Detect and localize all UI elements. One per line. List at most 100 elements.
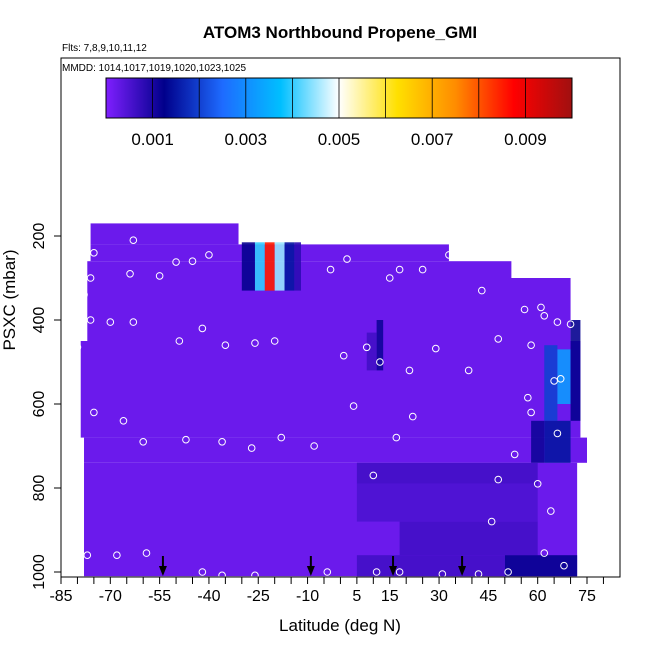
sample-point: [221, 341, 230, 350]
sample-point: [119, 417, 128, 425]
x-axis-label: Latitude (deg N): [279, 616, 401, 635]
sample-points: [73, 236, 608, 577]
coverage-cell: [84, 437, 587, 463]
colorbar-tick-label: 0.005: [318, 130, 361, 149]
heatmap-cell: [544, 420, 571, 463]
y-tick-label: 800: [31, 475, 48, 502]
sample-point: [139, 438, 147, 446]
sample-point: [540, 549, 549, 557]
sample-point: [126, 270, 134, 278]
colorbar-ticks: 0.001 0.003 0.005 0.007 0.009: [131, 78, 547, 149]
sample-point: [218, 571, 226, 577]
sample-point: [478, 286, 486, 295]
sample-point: [343, 255, 351, 263]
arrow-head: [458, 566, 467, 576]
arrows-layer: [158, 556, 467, 576]
x-tick-label: -70: [99, 588, 122, 605]
heatmap-cell: [284, 242, 295, 291]
heatmap-cell: [356, 462, 538, 484]
sample-point: [218, 438, 226, 446]
heatmap-cell: [356, 483, 538, 522]
sample-point: [129, 318, 138, 326]
sample-point: [172, 258, 180, 266]
sample-point: [392, 433, 401, 442]
x-tick-label: 75: [578, 588, 596, 605]
heatmap-cell: [241, 242, 255, 291]
sample-point: [129, 236, 138, 244]
sample-point: [376, 358, 384, 366]
heatmap-cell: [274, 242, 285, 291]
y-tick-label: 600: [31, 391, 48, 418]
sample-point: [175, 337, 184, 345]
sample-point: [550, 377, 558, 385]
y-axis-label: PSXC (mbar): [0, 249, 19, 350]
sample-point: [113, 551, 121, 560]
chart-title: ATOM3 Northbound Propene_GMI: [203, 23, 477, 42]
sample-point: [277, 433, 286, 442]
feature-layer: [241, 242, 581, 577]
sample-point: [540, 312, 549, 320]
x-tick-label: 5: [352, 588, 361, 605]
heatmap-cell: [399, 521, 538, 556]
x-tick-label: 15: [381, 588, 399, 605]
down-arrow: [458, 556, 467, 576]
sample-point: [326, 265, 335, 274]
sample-point: [395, 265, 404, 274]
x-tick-label: -85: [49, 588, 72, 605]
sample-point: [524, 393, 532, 402]
sample-point: [547, 507, 555, 515]
x-tick-label: -25: [247, 588, 270, 605]
sample-point: [464, 366, 473, 375]
arrow-head: [158, 566, 167, 576]
sample-point: [438, 570, 447, 577]
sample-point: [155, 272, 164, 280]
x-tick-label: 45: [479, 588, 497, 605]
x-tick-label: -10: [296, 588, 319, 605]
sample-point: [247, 444, 256, 452]
sample-point: [556, 375, 565, 383]
sample-point: [86, 316, 95, 324]
heatmap-cell: [531, 420, 545, 463]
sample-point: [142, 549, 151, 557]
dates-label: MMDD: 1014,1017,1019,1020,1023,1025: [62, 63, 246, 74]
colorbar-tick-label: 0.003: [225, 130, 268, 149]
colorbar-tick-label: 0.009: [504, 130, 547, 149]
sample-point: [553, 429, 562, 438]
flights-label: Flts: 7,8,9,10,11,12: [62, 43, 147, 54]
sample-point: [405, 366, 414, 375]
sample-point: [560, 561, 568, 570]
sample-point: [494, 475, 503, 484]
y-axis: 200 400 600 800 1000: [31, 223, 61, 590]
x-tick-label: 30: [430, 588, 448, 605]
plot-area: [73, 223, 608, 577]
heatmap-cell: [504, 555, 578, 577]
heatmap-cell: [544, 345, 558, 421]
heatmap-cell: [264, 242, 275, 291]
sample-point: [205, 251, 213, 259]
heatmap-cell: [557, 349, 571, 404]
heatmap-cell: [570, 320, 581, 421]
sample-point: [593, 429, 601, 438]
heatmap-cell: [254, 242, 265, 291]
arrow-head: [306, 566, 315, 576]
x-axis: -85 -70 -55 -40 -25 -10 5 15 30 45 60 75: [49, 577, 604, 605]
sample-point: [573, 299, 581, 308]
sample-point: [408, 412, 417, 421]
sample-point: [533, 480, 542, 488]
arrow-head: [389, 566, 398, 576]
sample-point: [339, 351, 348, 360]
y-tick-label: 200: [31, 223, 48, 250]
sample-point: [83, 551, 92, 560]
sample-point: [251, 339, 259, 347]
sample-point: [106, 318, 115, 326]
sample-point: [566, 320, 575, 329]
colorbar-tick-label: 0.007: [411, 130, 454, 149]
sample-point: [553, 318, 562, 326]
sample-point: [431, 344, 440, 353]
coverage-cell: [90, 223, 239, 245]
sample-point: [395, 568, 404, 576]
down-arrow: [306, 556, 315, 576]
sample-point: [474, 570, 483, 577]
sample-point: [385, 274, 394, 282]
colorbar-tick-label: 0.001: [131, 130, 174, 149]
